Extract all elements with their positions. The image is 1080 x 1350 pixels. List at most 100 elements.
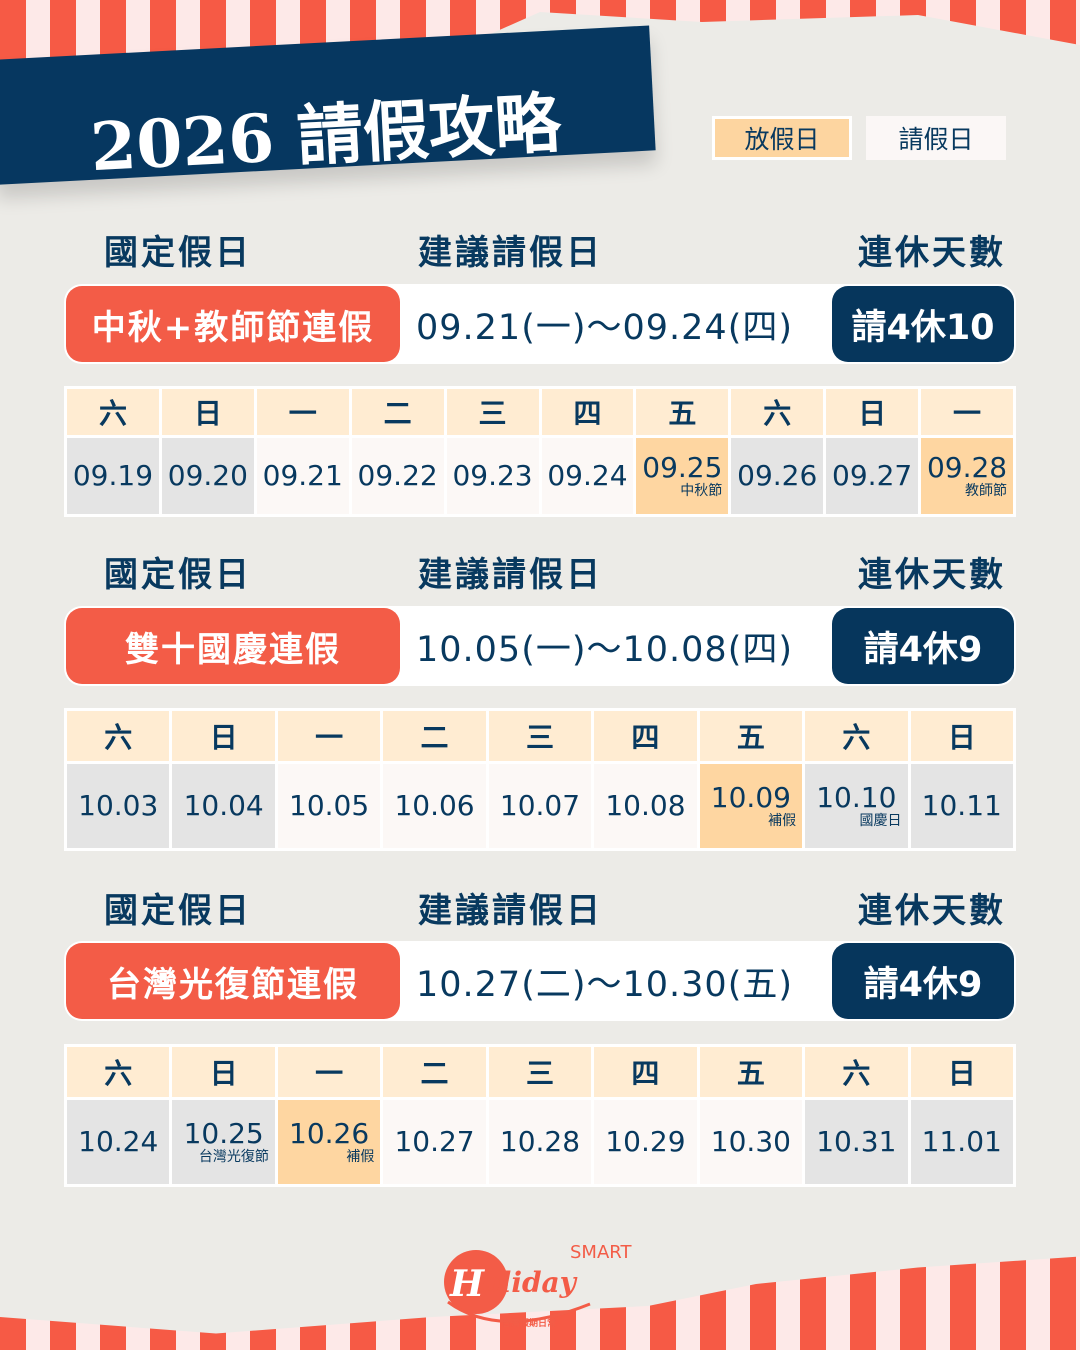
date-label: 10.03	[78, 788, 159, 822]
date-label: 10.26	[289, 1116, 370, 1150]
days-count-badge: 請4休9	[832, 943, 1014, 1019]
days-count-badge: 請4休9	[832, 608, 1014, 684]
days-count-badge: 請4休10	[832, 286, 1014, 362]
date-label: 09.27	[832, 458, 913, 492]
legend-holiday: 放假日	[712, 116, 852, 160]
svg-text:SMART: SMART	[570, 1242, 632, 1263]
date-cell: 10.28	[488, 1100, 592, 1184]
date-label: 09.19	[72, 458, 154, 492]
weekday-header: 二	[351, 389, 444, 435]
date-cell: 10.11	[910, 764, 1013, 848]
calendar-strip: 六日一二三四五六日一 09.19 09.20 09.21 09.22 09.23 09.24…	[64, 386, 1016, 517]
holiday-row: 雙十國慶連假 10.05(一)～10.08(四) 請4休9	[64, 606, 1016, 686]
date-cell: 09.25 中秋節	[636, 438, 729, 514]
holiday-row: 中秋+教師節連假 09.21(一)～09.24(四) 請4休10	[64, 284, 1016, 364]
holiday-row: 台灣光復節連假 10.27(二)～10.30(五) 請4休9	[64, 941, 1016, 1021]
col-header-holiday: 國定假日	[104, 555, 252, 595]
date-label: 09.22	[357, 458, 438, 492]
date-cell: 11.01	[910, 1100, 1013, 1184]
holiday-name: 台灣光復節連假	[66, 943, 400, 1019]
date-cell: 10.29	[594, 1100, 697, 1184]
date-cell: 09.24	[541, 438, 634, 514]
col-header-holiday: 國定假日	[104, 233, 252, 273]
date-label: 10.08	[605, 788, 686, 822]
date-label: 09.25	[642, 450, 723, 484]
holiday-note: 教師節	[965, 482, 1007, 499]
calendar-strip: 六日一二三四五六日 10.03 10.04 10.05 10.06 10.07 10.08 1…	[64, 708, 1016, 851]
date-cell: 09.28 教師節	[921, 438, 1013, 514]
date-cell: 10.07	[488, 764, 592, 848]
weekday-header: 一	[256, 389, 349, 435]
weekday-header: 日	[826, 389, 919, 435]
date-label: 10.27	[394, 1124, 475, 1158]
date-label: 10.24	[78, 1124, 159, 1158]
date-cell: 10.27	[383, 1100, 486, 1184]
date-label: 10.06	[394, 788, 475, 822]
col-header-suggest: 建議請假日	[418, 891, 603, 931]
weekday-header: 六	[805, 1047, 908, 1097]
date-cell: 09.22	[351, 438, 444, 514]
svg-text:台灣假期日常: 台灣假期日常	[502, 1317, 556, 1329]
weekday-header: 一	[921, 389, 1013, 435]
weekday-header: 六	[731, 389, 824, 435]
leave-range: 10.27(二)～10.30(五)	[416, 964, 794, 1005]
date-label: 10.04	[183, 788, 264, 822]
col-header-suggest: 建議請假日	[418, 233, 603, 273]
date-label: 10.05	[289, 788, 370, 822]
col-header-days: 連休天數	[858, 891, 1006, 931]
weekday-header: 日	[910, 711, 1013, 761]
date-cell: 10.31	[805, 1100, 908, 1184]
weekday-header: 三	[446, 389, 539, 435]
date-label: 09.24	[547, 458, 628, 492]
weekday-header: 二	[383, 711, 486, 761]
date-label: 09.21	[262, 458, 343, 492]
leave-range: 10.05(一)～10.08(四)	[416, 629, 794, 670]
legend-leave: 請假日	[866, 116, 1006, 160]
date-label: 10.10	[816, 780, 897, 814]
date-label: 10.07	[499, 788, 581, 822]
weekday-header: 二	[383, 1047, 486, 1097]
weekday-header: 四	[594, 1047, 697, 1097]
date-label: 10.31	[816, 1124, 897, 1158]
holiday-smart-logo: SMART H oliday 台灣假期日常	[444, 1242, 632, 1329]
weekday-header: 六	[805, 711, 908, 761]
date-cell: 10.25 台灣光復節	[172, 1100, 275, 1184]
weekday-header: 一	[277, 1047, 381, 1097]
date-cell: 10.04	[172, 764, 275, 848]
holiday-name: 中秋+教師節連假	[66, 286, 400, 362]
holiday-note: 國慶日	[859, 812, 902, 829]
date-label: 09.20	[167, 458, 248, 492]
weekday-header: 日	[161, 389, 254, 435]
weekday-header: 日	[172, 1047, 275, 1097]
date-cell: 10.10 國慶日	[805, 764, 908, 848]
weekday-header: 五	[699, 711, 803, 761]
weekday-header: 三	[488, 711, 592, 761]
col-header-holiday: 國定假日	[104, 891, 252, 931]
holiday-note: 中秋節	[680, 482, 723, 499]
holiday-note: 補假	[346, 1148, 375, 1165]
weekday-header: 三	[488, 1047, 592, 1097]
date-label: 10.28	[499, 1124, 581, 1158]
leave-range: 09.21(一)～09.24(四)	[416, 307, 794, 348]
date-label: 09.23	[452, 458, 533, 492]
weekday-header: 一	[277, 711, 381, 761]
date-label: 10.09	[710, 780, 791, 814]
svg-text:H: H	[449, 1263, 485, 1305]
date-label: 09.28	[926, 450, 1008, 484]
holiday-name: 雙十國慶連假	[66, 608, 400, 684]
holiday-note: 補假	[768, 812, 797, 829]
date-label: 10.25	[183, 1116, 264, 1150]
date-cell: 10.03	[67, 764, 170, 848]
svg-text:oliday: oliday	[482, 1266, 578, 1299]
date-label: 10.29	[605, 1124, 686, 1158]
date-cell: 09.23	[446, 438, 539, 514]
date-cell: 10.26 補假	[277, 1100, 381, 1184]
weekday-header: 五	[699, 1047, 803, 1097]
weekday-header: 六	[67, 1047, 170, 1097]
col-header-days: 連休天數	[858, 233, 1006, 273]
col-header-suggest: 建議請假日	[418, 555, 603, 595]
date-label: 11.01	[921, 1124, 1002, 1158]
date-cell: 10.24	[67, 1100, 170, 1184]
date-label: 10.30	[710, 1124, 791, 1158]
date-cell: 10.06	[383, 764, 486, 848]
